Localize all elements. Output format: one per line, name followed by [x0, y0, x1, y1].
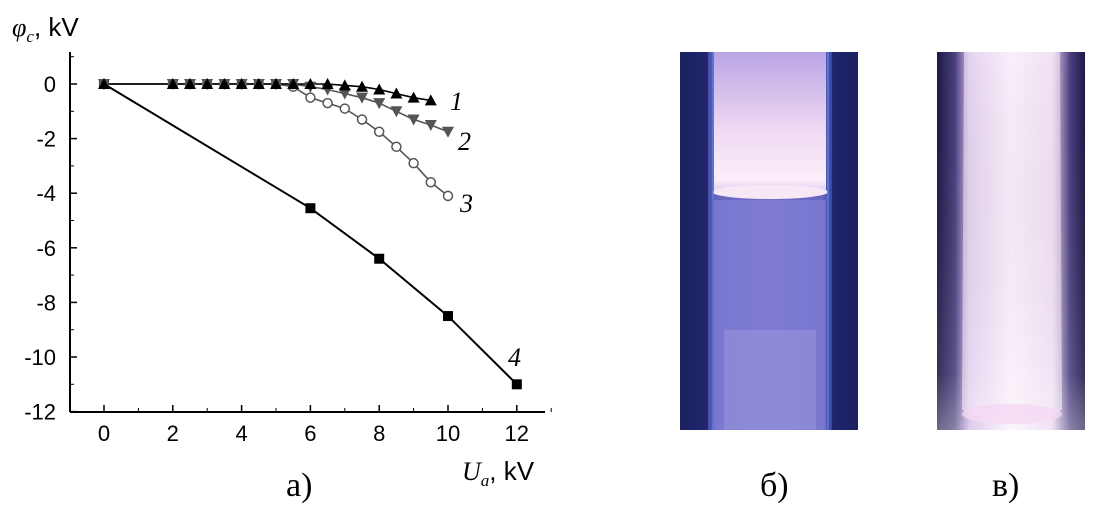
- x-tick-label: 8: [373, 421, 385, 446]
- series-line-4: [103, 83, 518, 386]
- y-tick-label: -6: [36, 236, 56, 261]
- data-point-series-3: [356, 114, 368, 125]
- panel-label-b: б): [760, 467, 789, 504]
- y-tick-label: -4: [36, 181, 56, 206]
- x-axis-title: Ua, kV: [462, 456, 535, 490]
- data-point-series-4: [374, 253, 385, 264]
- data-point-series-1: [304, 78, 317, 89]
- x-tick-label: 6: [304, 421, 316, 446]
- data-point-series-3: [339, 103, 351, 114]
- data-point-series-2: [373, 98, 386, 110]
- panel-label-a: а): [286, 467, 312, 504]
- data-point-series-1: [338, 79, 351, 91]
- data-point-series-1: [201, 78, 214, 89]
- ticks: 0 2 4 6 8 10 120-2-4-6-8-10-12: [24, 56, 552, 446]
- data-point-series-1: [270, 78, 282, 89]
- photo-c: [937, 52, 1085, 430]
- data-point-series-4: [511, 379, 522, 390]
- photo-b: [680, 52, 858, 430]
- data-point-series-3: [442, 190, 454, 202]
- data-point-series-4: [305, 203, 316, 214]
- data-point-series-1: [235, 78, 248, 89]
- data-point-series-1: [218, 78, 231, 89]
- data-point-series-3: [425, 177, 437, 188]
- data-point-series-1: [184, 78, 196, 89]
- data-point-series-1: [390, 87, 403, 99]
- data-point-series-1: [373, 83, 386, 95]
- data-point-series-3: [391, 141, 402, 153]
- y-axis-title: φc, kV: [12, 12, 79, 46]
- data-point-series-2: [356, 92, 368, 104]
- data-point-series-3: [408, 157, 419, 169]
- data-point-series-1: [356, 80, 368, 92]
- data-point-series-1: [287, 78, 300, 89]
- y-tick-label: -8: [36, 290, 56, 315]
- y-tick-label: -12: [24, 400, 56, 425]
- data-point-series-1: [98, 78, 110, 89]
- data-point-series-1: [424, 94, 437, 106]
- data-point-series-3: [305, 92, 316, 103]
- data-point-series-2: [390, 106, 403, 118]
- data-point-series-1: [252, 78, 265, 89]
- y-tick-label: 0: [44, 72, 56, 97]
- data-point-series-2: [424, 119, 437, 131]
- curve-label-2: 2: [458, 127, 471, 156]
- data-point-series-1: [166, 78, 179, 89]
- data-point-series-1: [407, 91, 420, 103]
- curve-label-4: 4: [508, 343, 521, 372]
- curve-label-1: 1: [450, 87, 463, 116]
- curve-labels: 1 2 3 4: [450, 87, 521, 372]
- x-tick-label: 12: [505, 421, 529, 446]
- x-tick-label: 10: [436, 421, 460, 446]
- series-markers: [98, 78, 522, 390]
- x-tick-label: 4: [235, 421, 247, 446]
- data-point-series-2: [338, 88, 351, 100]
- data-point-series-3: [322, 97, 333, 109]
- x-tick-label: 2: [167, 421, 179, 446]
- y-tick-label: -10: [24, 345, 56, 370]
- data-point-series-1: [321, 78, 334, 89]
- data-point-series-4: [443, 311, 453, 322]
- panel-label-c: в): [992, 467, 1019, 504]
- x-tick-label: 0: [98, 421, 110, 446]
- y-tick-label: -2: [36, 127, 56, 152]
- series-line-3: [104, 83, 449, 197]
- data-point-series-3: [373, 126, 385, 138]
- series-lines: [103, 83, 518, 386]
- data-point-series-2: [407, 114, 420, 126]
- curve-label-3: 3: [459, 189, 473, 218]
- data-point-series-2: [442, 126, 454, 138]
